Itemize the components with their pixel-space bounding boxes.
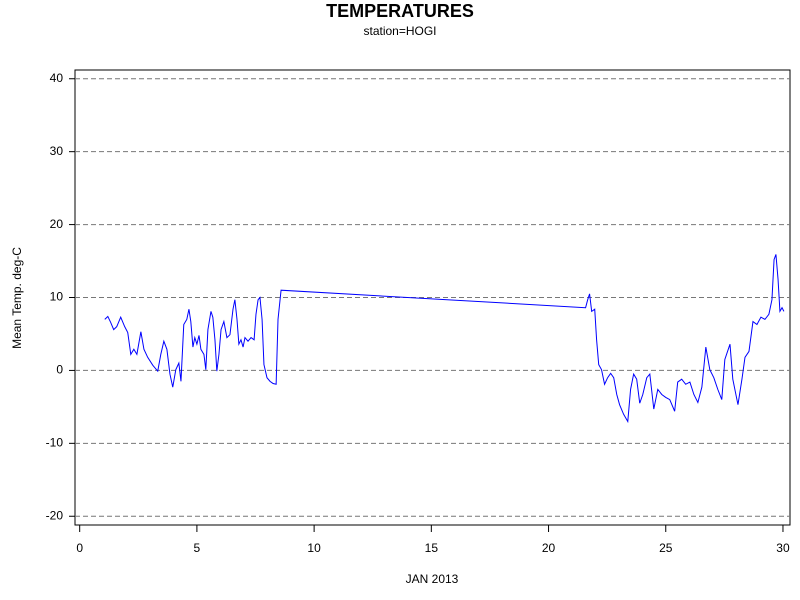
x-tick-label: 10 [307, 541, 321, 555]
x-tick-label: 25 [659, 541, 673, 555]
x-tick-label: 30 [776, 541, 790, 555]
y-axis-label: Mean Temp. deg-C [10, 247, 24, 349]
chart-subtitle: station=HOGI [363, 24, 436, 38]
x-tick-label: 5 [194, 541, 201, 555]
y-tick-label: -20 [46, 508, 64, 522]
y-tick-label: 40 [50, 71, 64, 85]
x-tick-label: 0 [76, 541, 83, 555]
y-tick-label: 30 [50, 144, 64, 158]
chart-title: TEMPERATURES [326, 1, 474, 21]
line-series [104, 254, 785, 424]
y-tick-label: 10 [50, 290, 64, 304]
y-tick-label: 0 [56, 363, 63, 377]
x-tick-label: 20 [542, 541, 556, 555]
x-tick-label: 15 [425, 541, 439, 555]
y-tick-label: 20 [50, 217, 64, 231]
y-tick-label: -10 [46, 436, 64, 450]
x-axis-label: JAN 2013 [406, 572, 459, 586]
